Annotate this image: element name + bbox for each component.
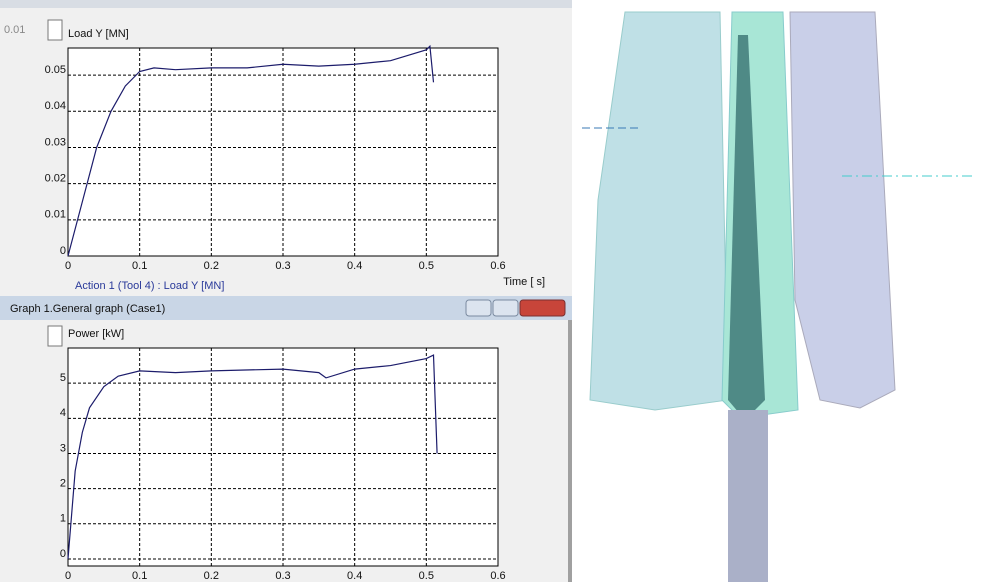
- close-button[interactable]: [520, 300, 565, 316]
- top-bar: [0, 0, 572, 8]
- field-value: 0.01: [4, 24, 25, 36]
- y-tick-label: 2: [60, 478, 66, 490]
- x-tick-label: 0: [65, 570, 71, 582]
- y-tick-label: 5: [60, 372, 66, 384]
- y-axis-label: Load Y [MN]: [68, 28, 129, 40]
- x-tick-label: 0.4: [347, 570, 362, 582]
- scrollbar[interactable]: [568, 320, 572, 582]
- y-tick-label: 0: [60, 548, 66, 560]
- x-tick-label: 0.3: [275, 570, 290, 582]
- spinner[interactable]: [48, 326, 62, 346]
- y-tick-label: 0.01: [45, 209, 66, 221]
- x-tick-label: 0.1: [132, 570, 147, 582]
- x-tick-label: 0: [65, 260, 71, 272]
- y-tick-label: 1: [60, 513, 66, 525]
- x-tick-label: 0.6: [490, 570, 505, 582]
- window-title: Graph 1.General graph (Case1): [10, 303, 165, 315]
- x-tick-label: 0.5: [419, 260, 434, 272]
- x-tick-label: 0.2: [204, 260, 219, 272]
- x-tick-label: 0.4: [347, 260, 362, 272]
- maximize-button[interactable]: [493, 300, 518, 316]
- x-tick-label: 0.2: [204, 570, 219, 582]
- x-tick-label: 0.6: [490, 260, 505, 272]
- spinner[interactable]: [48, 20, 62, 40]
- y-axis-label: Power [kW]: [68, 328, 124, 340]
- x-axis-label: Time [ s]: [503, 276, 545, 288]
- y-tick-label: 0.05: [45, 64, 66, 76]
- y-tick-label: 0.03: [45, 136, 66, 148]
- y-tick-label: 0.04: [45, 100, 66, 112]
- shaft: [728, 410, 768, 582]
- y-tick-label: 0: [60, 245, 66, 257]
- y-tick-label: 3: [60, 442, 66, 454]
- x-tick-label: 0.1: [132, 260, 147, 272]
- minimize-button[interactable]: [466, 300, 491, 316]
- caption: Action 1 (Tool 4) : Load Y [MN]: [75, 280, 224, 292]
- y-tick-label: 4: [60, 407, 66, 419]
- x-tick-label: 0.3: [275, 260, 290, 272]
- x-tick-label: 0.5: [419, 570, 434, 582]
- screen: 0.01 Graph 1.General graph (Case1) Load …: [0, 0, 983, 582]
- y-tick-label: 0.02: [45, 173, 66, 185]
